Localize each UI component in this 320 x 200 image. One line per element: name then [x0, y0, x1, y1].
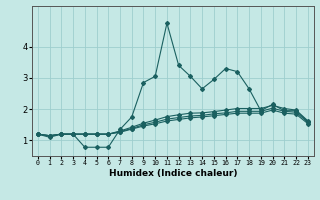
- X-axis label: Humidex (Indice chaleur): Humidex (Indice chaleur): [108, 169, 237, 178]
